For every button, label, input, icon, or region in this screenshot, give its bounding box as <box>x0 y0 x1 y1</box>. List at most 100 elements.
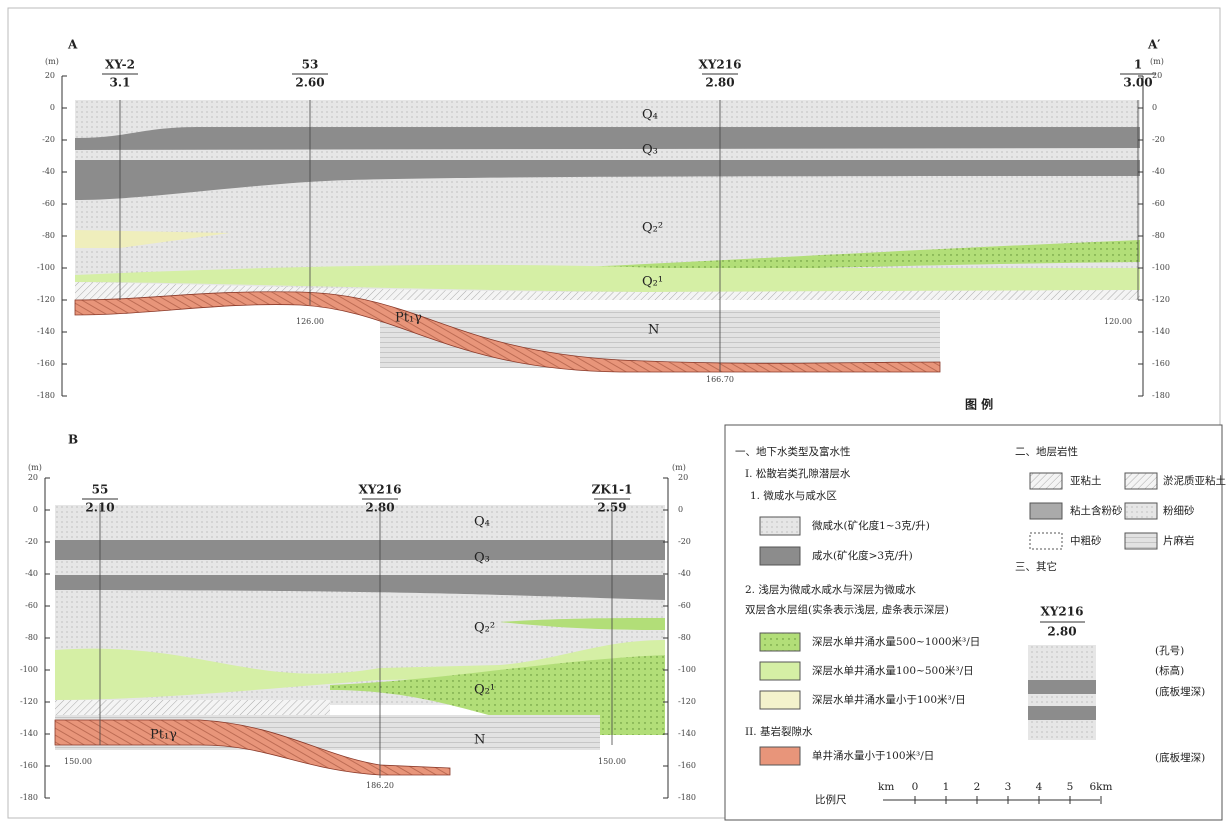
legend-elevation: 2.80 <box>1047 625 1076 639</box>
unit: (m) <box>1150 57 1164 66</box>
bottom-depth: 186.20 <box>366 781 394 790</box>
y-tick-label: -120 <box>20 697 38 706</box>
legend-item: 深层水单井涌水量小于100米³/日 <box>812 693 966 706</box>
unit: (m) <box>672 463 686 472</box>
scale-tick-label: 0 <box>912 781 919 793</box>
y-tick-label: -180 <box>1152 391 1170 400</box>
bottom-depth: 126.00 <box>296 317 324 326</box>
legend-item: 中粗砂 <box>1070 534 1102 547</box>
unit: (m) <box>28 463 42 472</box>
legend-sub: II. 基岩裂隙水 <box>745 725 813 738</box>
section-b-layers <box>55 505 665 775</box>
y-tick-label: -60 <box>42 199 55 208</box>
y-tick-label: 0 <box>678 505 683 514</box>
y-tick-label: -80 <box>678 633 691 642</box>
y-tick-label: 20 <box>28 473 38 482</box>
scale-unit: km <box>878 781 894 793</box>
well-elevation: 2.80 <box>705 76 734 90</box>
legend-sub: I. 松散岩类孔隙潜层水 <box>745 467 851 480</box>
y-tick-label: -40 <box>25 569 38 578</box>
well-elevation: 2.60 <box>295 76 324 90</box>
legend-item: 淤泥质亚粘土 <box>1163 474 1226 487</box>
section-label: B <box>68 433 78 447</box>
y-tick-label: -80 <box>1152 231 1165 240</box>
layer-label: Q₂¹ <box>474 683 495 698</box>
legend-note: (底板埋深) <box>1155 685 1205 698</box>
bottom-depth: 166.70 <box>706 375 734 384</box>
layer-label: Q₂² <box>642 221 663 236</box>
section-label: A′ <box>1147 38 1160 52</box>
scale-label: 比例尺 <box>815 793 847 806</box>
well-name: XY216 <box>359 483 402 497</box>
legend-note: (底板埋深) <box>1155 751 1205 764</box>
legend-title: 图 例 <box>965 397 993 412</box>
well-name: ZK1-1 <box>592 483 633 497</box>
y-tick-label: -60 <box>25 601 38 610</box>
section-label: A <box>67 38 78 52</box>
y-tick-label: 0 <box>1152 103 1157 112</box>
legend-well: XY216 <box>1041 605 1084 619</box>
y-tick-label: 20 <box>45 71 55 80</box>
scale-tick-label: 2 <box>974 781 981 793</box>
y-tick-label: -80 <box>25 633 38 642</box>
layer-label: N <box>474 733 485 748</box>
y-tick-label: -100 <box>20 665 38 674</box>
legend-item: 深层水单井涌水量100~500米³/日 <box>812 664 974 677</box>
scale-tick-label: 5 <box>1067 781 1074 793</box>
y-tick-label: -180 <box>20 793 38 802</box>
legend: 图 例 一、地下水类型及富水性 I. 松散岩类孔隙潜层水 1. 微咸水与咸水区 … <box>725 397 1226 821</box>
y-tick-label: -100 <box>37 263 55 272</box>
scale-tick-label: 1 <box>943 781 950 793</box>
well-name: XY216 <box>699 58 742 72</box>
legend-item: 深层水单井涌水量500~1000米³/日 <box>812 635 980 648</box>
well-name: 1 <box>1134 58 1142 72</box>
y-tick-label: -40 <box>42 167 55 176</box>
y-tick-label: -140 <box>678 729 696 738</box>
y-tick-label: -20 <box>1152 135 1165 144</box>
y-tick-label: -180 <box>678 793 696 802</box>
y-tick-label: -120 <box>1152 295 1170 304</box>
y-tick-label: -140 <box>37 327 55 336</box>
legend-item: 亚粘土 <box>1070 474 1102 487</box>
y-tick-label: 20 <box>1152 71 1162 80</box>
legend-item: 咸水(矿化度>3克/升) <box>812 549 913 562</box>
legend-group: 1. 微咸水与咸水区 <box>750 489 837 502</box>
y-tick-label: -160 <box>1152 359 1170 368</box>
y-tick-label: -60 <box>678 601 691 610</box>
y-tick-label: -140 <box>1152 327 1170 336</box>
legend-heading: 三、其它 <box>1015 560 1057 573</box>
y-tick-label: -20 <box>25 537 38 546</box>
well-name: 53 <box>302 58 319 72</box>
y-tick-label: -40 <box>1152 167 1165 176</box>
well-elevation: 3.1 <box>110 76 131 90</box>
legend-heading: 一、地下水类型及富水性 <box>735 445 851 458</box>
y-tick-label: -100 <box>1152 263 1170 272</box>
legend-item: 微咸水(矿化度1~3克/升) <box>812 519 930 532</box>
y-tick-label: 0 <box>50 103 55 112</box>
y-tick-label: -80 <box>42 231 55 240</box>
y-tick-label: -160 <box>20 761 38 770</box>
legend-item: 片麻岩 <box>1163 534 1195 547</box>
y-tick-label: 0 <box>33 505 38 514</box>
layer-label: Q₃ <box>642 143 658 158</box>
y-tick-label: -140 <box>20 729 38 738</box>
legend-note: 双层含水层组(实条表示浅层, 虚条表示深层) <box>745 603 949 616</box>
legend-item: 粘土含粉砂 <box>1070 504 1123 517</box>
y-tick-label: 20 <box>678 473 688 482</box>
legend-item: 单井涌水量小于100米³/日 <box>812 749 934 762</box>
well-name: 55 <box>92 483 109 497</box>
y-tick-label: -160 <box>37 359 55 368</box>
well-elevation: 3.00 <box>1123 76 1152 90</box>
layer-label: Q₂² <box>474 621 495 636</box>
layer-label: Pt₁γ <box>150 728 177 743</box>
legend-note: (标高) <box>1155 664 1184 677</box>
well-name: XY-2 <box>105 58 135 72</box>
bottom-depth: 150.00 <box>64 757 92 766</box>
layer-label: Pt₁γ <box>395 311 422 326</box>
scale-tick-label: 4 <box>1036 781 1043 793</box>
y-tick-label: -20 <box>42 135 55 144</box>
bottom-depth: 120.00 <box>1104 317 1132 326</box>
y-tick-label: -180 <box>37 391 55 400</box>
y-tick-label: -40 <box>678 569 691 578</box>
layer-label: Q₄ <box>642 108 658 123</box>
